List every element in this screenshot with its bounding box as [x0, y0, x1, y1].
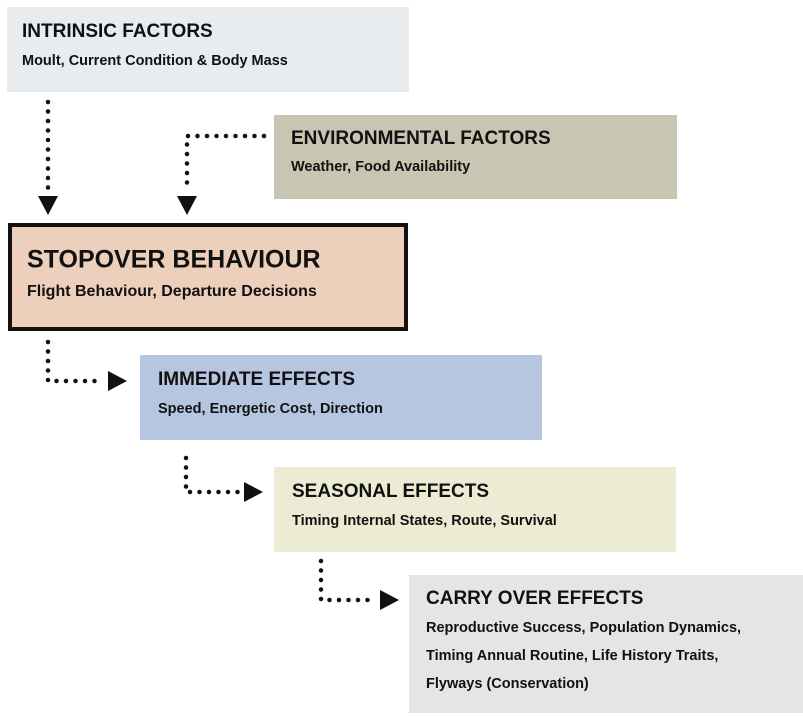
- box-title: ENVIRONMENTAL FACTORS: [291, 128, 551, 149]
- dotted-line: [318, 558, 379, 603]
- arrowhead: [244, 482, 263, 502]
- box-text: Weather, Food Availability: [291, 159, 470, 175]
- box-text: Flyways (Conservation): [426, 676, 589, 692]
- box-text: Timing Annual Routine, Life History Trai…: [426, 648, 718, 664]
- carry-over-box: [409, 575, 803, 713]
- box-title: STOPOVER BEHAVIOUR: [27, 246, 321, 274]
- box-title: INTRINSIC FACTORS: [22, 21, 213, 42]
- stopover-box: [8, 223, 408, 331]
- box-title: SEASONAL EFFECTS: [292, 481, 489, 502]
- immediate-box: [140, 355, 542, 440]
- box-text: Timing Internal States, Route, Survival: [292, 513, 557, 529]
- dotted-line: [184, 133, 267, 195]
- dotted-line: [183, 455, 243, 495]
- intrinsic-box: [7, 7, 409, 92]
- dotted-line: [45, 339, 107, 384]
- arrowhead: [108, 371, 127, 391]
- seasonal-box: [274, 467, 676, 552]
- box-title: IMMEDIATE EFFECTS: [158, 369, 355, 390]
- environmental-box: [274, 115, 677, 199]
- box-title: CARRY OVER EFFECTS: [426, 588, 643, 609]
- box-text: Flight Behaviour, Departure Decisions: [27, 283, 317, 300]
- box-text: Reproductive Success, Population Dynamic…: [426, 620, 741, 636]
- arrowhead: [380, 590, 399, 610]
- box-text: Speed, Energetic Cost, Direction: [158, 401, 383, 417]
- box-text: Moult, Current Condition & Body Mass: [22, 53, 288, 69]
- arrowhead: [177, 196, 197, 215]
- arrowhead: [38, 196, 58, 215]
